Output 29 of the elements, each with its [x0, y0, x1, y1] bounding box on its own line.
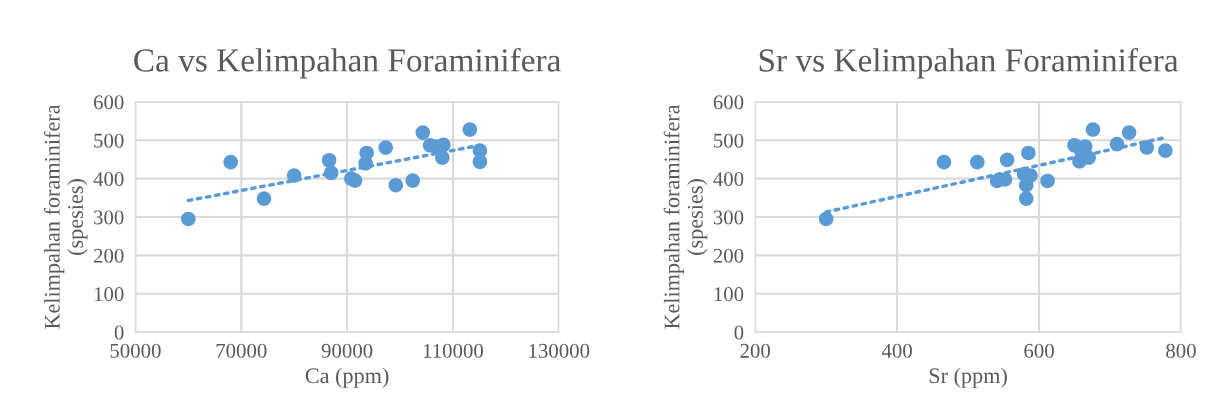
- y-tick-label: 400: [93, 172, 124, 187]
- chart-title: Sr vs Kelimpahan Foraminifera: [759, 47, 1179, 79]
- y-tick-label: 500: [714, 133, 744, 148]
- x-axis-title: Ca (ppm): [305, 367, 389, 388]
- x-tick-label: 90000: [321, 343, 373, 358]
- x-axis-title: Sr (ppm): [929, 367, 1007, 388]
- x-tick-label: 110000: [423, 343, 483, 358]
- y-tick-label: 600: [93, 95, 124, 110]
- x-tick-label: 50000: [110, 343, 161, 358]
- y-tick-label: 0: [734, 325, 744, 340]
- y-axis-title: Kelimpahan foraminifera (spesies): [663, 104, 708, 329]
- x-tick-label: 130000: [529, 343, 590, 358]
- y-tick-label: 100: [94, 287, 124, 302]
- y-tick-label: 300: [94, 210, 124, 225]
- y-axis-title: Kelimpahan foraminifera (spesies): [43, 104, 88, 329]
- y-tick-label: 100: [714, 287, 744, 302]
- y-tick-label: 200: [93, 248, 124, 263]
- chart-title: Ca vs Kelimpahan Foraminifera: [134, 47, 561, 79]
- y-tick-label: 500: [94, 133, 124, 148]
- x-tick-label: 200: [740, 343, 771, 358]
- y-tick-label: 300: [713, 210, 744, 225]
- y-tick-label: 200: [713, 248, 744, 263]
- x-tick-label: 600: [1024, 343, 1054, 358]
- y-tick-label: 0: [114, 325, 124, 340]
- y-tick-label: 600: [713, 95, 744, 110]
- x-tick-label: 800: [1166, 343, 1196, 358]
- y-tick-label: 400: [713, 172, 744, 187]
- x-tick-label: 70000: [216, 343, 267, 358]
- x-tick-label: 400: [881, 343, 912, 358]
